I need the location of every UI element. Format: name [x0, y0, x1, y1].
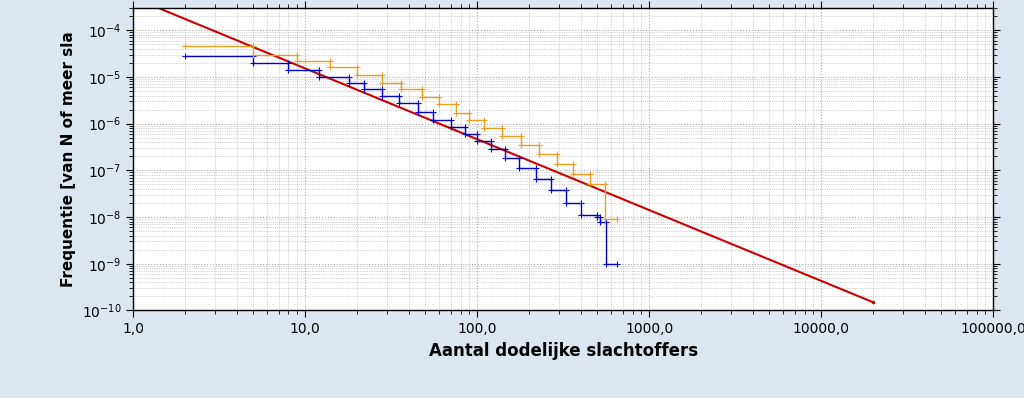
- Y-axis label: Frequentie [van N of meer sla: Frequentie [van N of meer sla: [61, 31, 76, 287]
- X-axis label: Aantal dodelijke slachtoffers: Aantal dodelijke slachtoffers: [429, 342, 697, 360]
